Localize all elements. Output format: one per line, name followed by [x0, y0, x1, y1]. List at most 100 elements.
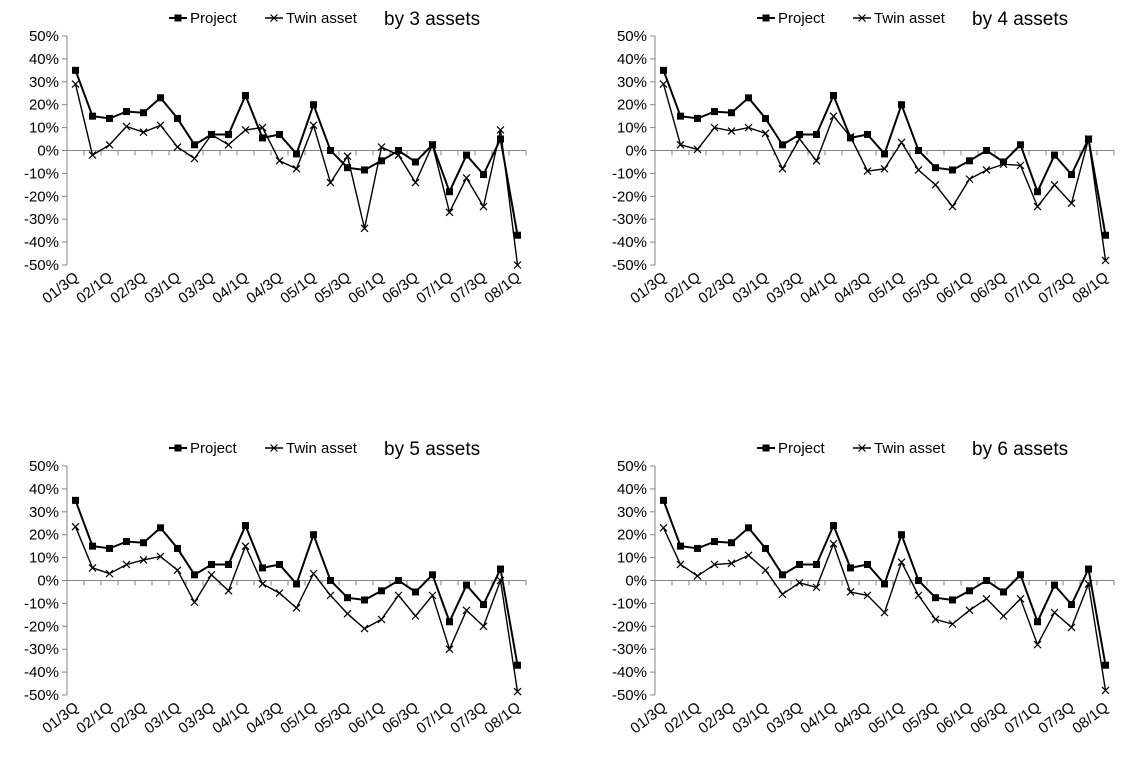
y-tick-label: 50% — [617, 458, 647, 475]
x-tick-label: 04/1Q — [797, 699, 840, 738]
data-point — [880, 608, 889, 617]
chart-title: by 5 assets — [384, 439, 480, 460]
y-tick-label: -20% — [612, 188, 647, 205]
legend-project-marker — [762, 14, 770, 22]
data-point — [258, 580, 267, 588]
x-tick-label: 04/3Q — [243, 699, 286, 738]
legend-twin-marker — [270, 444, 278, 452]
x-tick-label: 02/3Q — [107, 699, 150, 738]
data-point — [429, 571, 436, 579]
chart-panel-4: 50% 40% 30% 20% 10% 0% -10% -20% -30% -40% -50%01/… — [612, 439, 1115, 738]
data-point — [292, 604, 301, 612]
data-point — [914, 591, 923, 600]
legend-project-label: Project — [778, 10, 826, 27]
legend-twin-marker — [858, 444, 866, 452]
data-point — [88, 563, 97, 572]
data-point — [275, 589, 284, 598]
y-tick-label: -40% — [612, 234, 647, 251]
x-tick-label: 05/1Q — [865, 269, 908, 308]
x-tick-label: 05/3Q — [899, 699, 942, 738]
data-point — [309, 121, 318, 130]
x-tick-label: 07/1Q — [1001, 269, 1044, 308]
x-tick-label: 05/1Q — [277, 699, 320, 738]
data-point — [122, 560, 131, 569]
data-point — [914, 166, 923, 174]
data-point — [931, 180, 940, 189]
data-point — [659, 80, 668, 89]
y-tick-label: -50% — [612, 687, 647, 704]
y-tick-label: -30% — [24, 211, 59, 228]
series-project — [660, 496, 1109, 669]
data-point — [480, 601, 487, 609]
data-point — [140, 539, 147, 547]
data-point — [863, 167, 872, 176]
x-tick-label: 08/1Q — [481, 269, 524, 308]
data-point — [496, 125, 505, 134]
y-tick-label: 0% — [37, 143, 59, 160]
x-tick-label: 07/3Q — [1035, 699, 1078, 738]
data-point — [693, 145, 702, 154]
x-tick-label: 03/1Q — [141, 699, 184, 738]
data-point — [966, 157, 973, 165]
data-point — [744, 123, 753, 132]
legend: Project Twin asset — [169, 440, 358, 457]
data-point — [796, 130, 803, 138]
y-tick-label: -30% — [612, 641, 647, 658]
data-point — [514, 231, 521, 239]
y-tick-label: -40% — [24, 234, 59, 251]
data-point — [1084, 580, 1093, 588]
x-tick-label: 07/3Q — [447, 269, 490, 308]
x-tick-label: 05/3Q — [311, 699, 354, 738]
y-tick-label: 30% — [617, 504, 647, 521]
data-point — [428, 140, 437, 149]
data-point — [378, 587, 385, 595]
data-point — [139, 128, 148, 137]
data-point — [412, 588, 419, 596]
data-point — [258, 123, 267, 132]
data-point — [191, 141, 198, 149]
data-point — [659, 523, 668, 532]
data-point — [309, 569, 318, 578]
y-tick-label: 20% — [29, 97, 59, 114]
data-point — [224, 140, 233, 149]
y-tick-label: 50% — [617, 28, 647, 45]
x-tick-label: 04/1Q — [797, 269, 840, 308]
series-line — [662, 527, 1107, 691]
data-point — [778, 590, 787, 599]
x-tick-label: 06/3Q — [379, 269, 422, 308]
chart-title: by 4 assets — [972, 9, 1068, 30]
data-point — [275, 156, 284, 165]
data-point — [778, 164, 787, 173]
x-tick-label: 02/3Q — [107, 269, 150, 308]
series-twin-asset — [71, 522, 522, 696]
data-point — [88, 151, 97, 160]
data-point — [897, 558, 906, 567]
series-line — [74, 526, 519, 692]
x-tick-label: 06/1Q — [345, 269, 388, 308]
data-point — [208, 560, 215, 568]
data-point — [710, 123, 719, 132]
x-tick-label: 02/1Q — [661, 269, 704, 308]
data-point — [762, 114, 769, 122]
y-tick-label: -20% — [24, 188, 59, 205]
data-point — [105, 569, 114, 578]
data-point — [514, 661, 521, 669]
y-tick-label: -40% — [612, 664, 647, 681]
data-point — [377, 143, 386, 151]
data-point — [395, 147, 402, 154]
data-point — [157, 524, 164, 532]
data-point — [829, 539, 838, 548]
data-point — [966, 587, 973, 595]
data-point — [1016, 594, 1025, 603]
x-tick-label: 06/3Q — [967, 699, 1010, 738]
data-point — [898, 531, 905, 539]
data-point — [897, 138, 906, 147]
data-point — [676, 560, 685, 569]
x-tick-label: 08/1Q — [481, 699, 524, 738]
data-point — [812, 583, 821, 592]
data-point — [728, 109, 735, 117]
y-tick-label: -30% — [612, 211, 647, 228]
data-point — [1067, 623, 1076, 632]
data-point — [242, 522, 249, 530]
data-point — [999, 160, 1008, 169]
